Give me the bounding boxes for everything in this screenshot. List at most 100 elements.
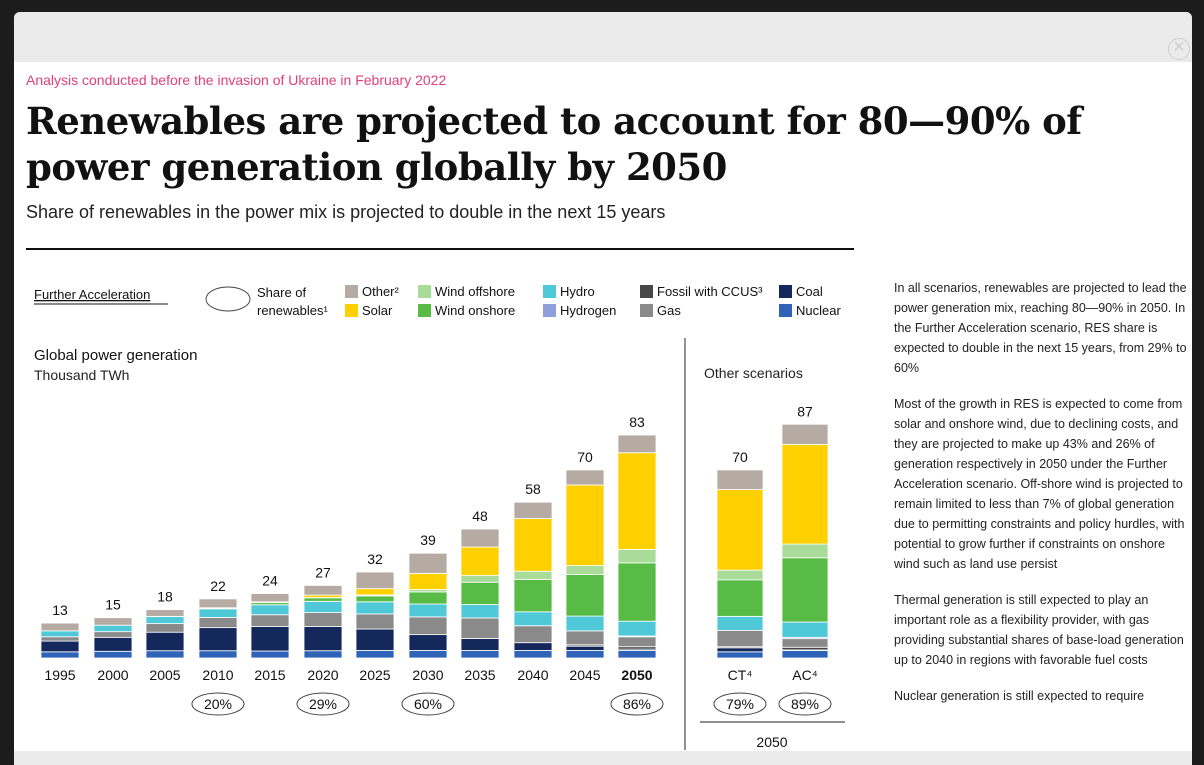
x-tick-label: 2035 xyxy=(464,667,495,683)
sidebar-paragraph-3: Thermal generation is still expected to … xyxy=(894,593,1184,667)
bar-segment-nuclear-1 xyxy=(93,650,133,659)
bar-segment-solar-11 xyxy=(617,452,657,550)
legend-label-fossil_ccus: Fossil with CCUS³ xyxy=(657,284,763,299)
bar-total-label: 27 xyxy=(315,564,331,580)
bar-segment-other-1 xyxy=(93,617,133,626)
bar-segment-coal-10 xyxy=(565,645,605,651)
bar-segment-wind_onshore-11 xyxy=(617,562,657,622)
bar-total-label: 87 xyxy=(797,403,813,419)
bar-segment-gas-5 xyxy=(303,612,343,627)
bar-segment-solar-13 xyxy=(781,444,829,545)
bar-segment-wind_offshore-13 xyxy=(781,543,829,559)
share-legend-label-line1: Share of xyxy=(257,285,307,300)
eyebrow-note: Analysis conducted before the invasion o… xyxy=(26,72,447,88)
share-badge-label: 20% xyxy=(204,696,232,712)
bar-total-label: 58 xyxy=(525,481,541,497)
bar-total-label: 18 xyxy=(157,589,173,605)
other-scenarios-label: Other scenarios xyxy=(704,365,803,381)
bar-segment-solar-9 xyxy=(513,518,553,572)
title-divider xyxy=(26,248,854,250)
bar-segment-gas-9 xyxy=(513,625,553,644)
bar-segment-coal-1 xyxy=(93,636,133,652)
bar-segment-gas-13 xyxy=(781,638,829,648)
bar-segment-nuclear-2 xyxy=(145,650,185,659)
legend-swatch-hydro xyxy=(543,285,556,298)
bar-segment-gas-1 xyxy=(93,631,133,638)
x-tick-label: CT⁴ xyxy=(728,667,753,683)
close-icon[interactable]: ✕ xyxy=(1168,38,1190,60)
share-badge-ellipse xyxy=(778,692,832,716)
bar-segment-other-3 xyxy=(198,598,238,609)
bar-segment-wind_onshore-12 xyxy=(716,579,764,617)
legend-label-wind_offshore: Wind offshore xyxy=(435,284,515,299)
share-badge-ellipse xyxy=(191,692,245,716)
bar-segment-other-7 xyxy=(408,552,448,574)
bar-segment-nuclear-13 xyxy=(781,650,829,659)
legend-swatch-solar xyxy=(345,304,358,317)
chart-ylabel: Thousand TWh xyxy=(34,367,129,383)
legend-swatch-hydrogen xyxy=(543,304,556,317)
bar-total-label: 70 xyxy=(577,449,593,465)
share-badge-label: 29% xyxy=(309,696,337,712)
bar-segment-other-0 xyxy=(40,622,80,632)
bar-segment-other-4 xyxy=(250,593,290,603)
page-title: Renewables are projected to account for … xyxy=(26,99,1082,189)
share-badge-label: 86% xyxy=(623,696,651,712)
bar-total-label: 15 xyxy=(105,597,121,613)
bar-segment-coal-4 xyxy=(250,626,290,652)
bar-segment-gas-6 xyxy=(355,613,395,630)
bar-segment-coal-5 xyxy=(303,626,343,652)
bar-segment-hydro-2 xyxy=(145,616,185,625)
modal-top-bar xyxy=(14,12,1192,62)
bar-segment-wind_offshore-12 xyxy=(716,569,764,581)
bar-total-label: 22 xyxy=(210,578,226,594)
bar-segment-coal-0 xyxy=(40,640,80,653)
bar-segment-hydro-9 xyxy=(513,611,553,627)
x-tick-label: AC⁴ xyxy=(792,667,817,683)
bar-segment-gas-0 xyxy=(40,636,80,642)
bar-total-label: 24 xyxy=(262,573,278,589)
bar-segment-wind_onshore-9 xyxy=(513,579,553,613)
bar-segment-coal-9 xyxy=(513,642,553,651)
bar-segment-wind_onshore-5 xyxy=(303,597,343,602)
bar-segment-gas-4 xyxy=(250,614,290,627)
bar-segment-nuclear-3 xyxy=(198,650,238,659)
bar-segment-other-11 xyxy=(617,434,657,454)
modal-bottom-bar xyxy=(14,751,1192,765)
legend-label-hydrogen: Hydrogen xyxy=(560,303,616,318)
bar-segment-coal-12 xyxy=(716,647,764,653)
bar-segment-other-6 xyxy=(355,571,395,590)
bar-segment-wind_onshore-6 xyxy=(355,595,395,603)
x-tick-label: 2015 xyxy=(254,667,285,683)
legend-label-coal: Coal xyxy=(796,284,823,299)
bar-segment-nuclear-0 xyxy=(40,651,80,659)
legend-swatch-wind_offshore xyxy=(418,285,431,298)
bar-segment-hydro-10 xyxy=(565,615,605,632)
bar-segment-hydro-5 xyxy=(303,600,343,613)
other-scenarios-year: 2050 xyxy=(756,734,787,750)
bar-total-label: 48 xyxy=(472,508,488,524)
bar-segment-nuclear-9 xyxy=(513,650,553,659)
scenario-label: Further Acceleration xyxy=(34,287,150,302)
bar-segment-solar-10 xyxy=(565,484,605,566)
x-tick-label: 2050 xyxy=(621,667,652,683)
share-badge-label: 60% xyxy=(414,696,442,712)
bar-segment-hydro-13 xyxy=(781,621,829,638)
x-tick-label: 2010 xyxy=(202,667,233,683)
bar-segment-nuclear-11 xyxy=(617,650,657,659)
share-ellipse-icon xyxy=(205,286,251,312)
bar-segment-wind_onshore-7 xyxy=(408,591,448,605)
bar-segment-solar-8 xyxy=(460,546,500,576)
legend-swatch-gas xyxy=(640,304,653,317)
bar-segment-nuclear-5 xyxy=(303,650,343,659)
sidebar-paragraph-4: Nuclear generation is still expected to … xyxy=(894,689,1145,703)
bar-total-label: 32 xyxy=(367,551,383,567)
bar-segment-nuclear-8 xyxy=(460,650,500,659)
bar-segment-gas-12 xyxy=(716,629,764,648)
page-subtitle: Share of renewables in the power mix is … xyxy=(26,202,666,222)
bar-segment-wind_offshore-9 xyxy=(513,570,553,580)
x-tick-label: 2045 xyxy=(569,667,600,683)
bar-segment-gas-2 xyxy=(145,623,185,633)
bar-segment-hydro-0 xyxy=(40,630,80,638)
bar-total-label: 39 xyxy=(420,532,436,548)
